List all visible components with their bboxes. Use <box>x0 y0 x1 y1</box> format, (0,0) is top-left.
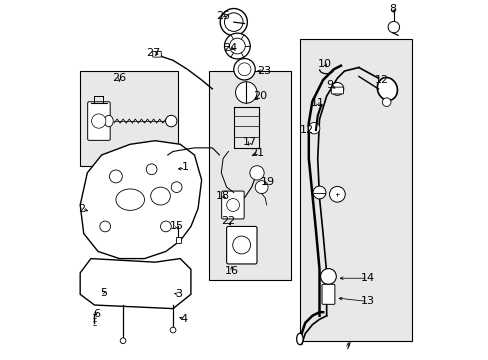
Circle shape <box>220 9 247 36</box>
Text: 20: 20 <box>253 91 267 101</box>
Text: 14: 14 <box>360 273 374 283</box>
Circle shape <box>233 59 255 80</box>
Ellipse shape <box>150 187 170 205</box>
Circle shape <box>160 221 171 232</box>
Circle shape <box>170 327 176 333</box>
Circle shape <box>232 236 250 254</box>
Text: 24: 24 <box>223 43 237 53</box>
FancyBboxPatch shape <box>80 71 178 166</box>
Text: 6: 6 <box>93 309 100 319</box>
FancyBboxPatch shape <box>299 39 411 341</box>
Text: 10: 10 <box>317 59 331 69</box>
FancyBboxPatch shape <box>208 71 290 280</box>
Ellipse shape <box>116 189 144 210</box>
FancyBboxPatch shape <box>176 237 181 243</box>
FancyBboxPatch shape <box>152 51 161 57</box>
Circle shape <box>109 170 122 183</box>
Ellipse shape <box>104 115 113 127</box>
Text: 26: 26 <box>112 73 126 83</box>
Text: 15: 15 <box>169 221 183 231</box>
Circle shape <box>224 13 243 31</box>
Circle shape <box>226 199 239 211</box>
FancyBboxPatch shape <box>87 102 110 140</box>
Text: 23: 23 <box>257 66 271 76</box>
Circle shape <box>330 82 343 95</box>
Circle shape <box>255 181 267 194</box>
Circle shape <box>382 98 390 107</box>
Text: 8: 8 <box>388 4 395 14</box>
Circle shape <box>235 82 257 103</box>
Circle shape <box>100 221 110 232</box>
Circle shape <box>165 115 177 127</box>
Text: 18: 18 <box>216 191 230 201</box>
Circle shape <box>312 186 325 199</box>
FancyBboxPatch shape <box>322 284 334 304</box>
FancyBboxPatch shape <box>331 87 343 94</box>
Circle shape <box>308 122 319 134</box>
Circle shape <box>249 166 264 180</box>
Circle shape <box>229 38 244 54</box>
Text: 11: 11 <box>310 98 324 108</box>
FancyBboxPatch shape <box>221 191 244 219</box>
Text: 2: 2 <box>78 203 85 213</box>
Circle shape <box>120 338 125 343</box>
Text: 4: 4 <box>180 314 187 324</box>
Text: 19: 19 <box>260 177 274 187</box>
Circle shape <box>387 21 399 33</box>
Text: 22: 22 <box>221 216 235 226</box>
Text: 13: 13 <box>360 296 374 306</box>
Ellipse shape <box>296 333 303 345</box>
Text: 7: 7 <box>344 341 351 351</box>
Text: 25: 25 <box>216 11 230 21</box>
Text: 27: 27 <box>146 48 160 58</box>
Text: 17: 17 <box>243 138 256 148</box>
Text: 1: 1 <box>182 162 189 172</box>
Text: 21: 21 <box>249 148 264 158</box>
Circle shape <box>320 269 336 284</box>
Circle shape <box>171 182 182 193</box>
Text: 5: 5 <box>100 288 107 297</box>
Text: 12: 12 <box>299 125 313 135</box>
Circle shape <box>329 186 345 202</box>
Circle shape <box>91 114 106 128</box>
FancyBboxPatch shape <box>226 226 257 264</box>
Polygon shape <box>80 141 201 258</box>
Text: 12: 12 <box>374 75 388 85</box>
Circle shape <box>238 63 250 76</box>
Circle shape <box>146 164 157 175</box>
Text: 9: 9 <box>326 80 333 90</box>
Text: 3: 3 <box>175 289 182 299</box>
Polygon shape <box>80 258 190 309</box>
Circle shape <box>224 33 250 59</box>
Text: 16: 16 <box>224 266 239 276</box>
Ellipse shape <box>377 77 397 100</box>
